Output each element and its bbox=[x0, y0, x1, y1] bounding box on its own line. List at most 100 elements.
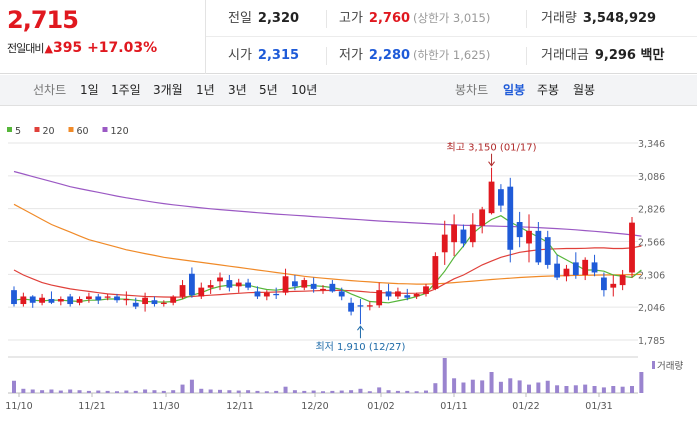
legend-label-20: 20 bbox=[43, 126, 55, 137]
change-label: 전일대비 bbox=[7, 42, 44, 55]
candle-body bbox=[170, 296, 177, 303]
stats-row-bottom: 시가 2,315 저가 2,280 (하한가 1,625) 거래대금 9,296 백만 bbox=[206, 37, 697, 74]
candle-body bbox=[460, 229, 467, 244]
high-marker-arrow-icon bbox=[488, 161, 495, 167]
candle-body bbox=[320, 288, 326, 291]
ma60-line bbox=[13, 203, 642, 285]
candle-body bbox=[273, 293, 280, 296]
stats-row-top: 전일 2,320 고가 2,760 (상한가 3,015) 거래량 3,548,929 bbox=[206, 0, 697, 37]
candle-body bbox=[366, 305, 373, 307]
candle-body bbox=[226, 280, 233, 288]
volume-bar bbox=[639, 372, 644, 393]
legend-swatch-120 bbox=[102, 127, 108, 132]
tab-1y[interactable]: 1년 bbox=[196, 83, 215, 97]
candle-body bbox=[282, 276, 289, 293]
volume-bar bbox=[77, 390, 82, 393]
candle-body bbox=[441, 234, 448, 253]
candle-body bbox=[132, 302, 139, 307]
candle-body bbox=[114, 296, 120, 301]
volume-bar bbox=[461, 382, 466, 393]
y-tick-label: 3,346 bbox=[638, 139, 665, 150]
volume-bar bbox=[498, 381, 503, 393]
candle-body bbox=[160, 302, 167, 305]
candle-body bbox=[301, 280, 308, 288]
candle-body bbox=[348, 302, 354, 312]
volume-bar bbox=[545, 380, 550, 393]
volume-bar bbox=[199, 388, 204, 393]
tab-daily[interactable]: 일봉 bbox=[503, 83, 526, 97]
volume-bar bbox=[12, 380, 16, 393]
volume-bar bbox=[611, 386, 616, 393]
candle-body bbox=[329, 283, 336, 292]
volume-bar bbox=[96, 390, 101, 393]
volume-bar bbox=[292, 390, 297, 393]
tab-1w[interactable]: 1주일 bbox=[111, 83, 141, 97]
tab-3m[interactable]: 3개월 bbox=[153, 83, 183, 97]
y-axis: 3,346 3,086 2,826 2,566 2,306 2,046 1,785 bbox=[638, 139, 665, 347]
candle-body bbox=[189, 273, 195, 296]
volume-bar bbox=[302, 390, 307, 393]
candle-body bbox=[413, 293, 420, 297]
tab-10y[interactable]: 10년 bbox=[291, 83, 318, 97]
volume-bar bbox=[358, 388, 363, 393]
candle-body bbox=[357, 305, 364, 307]
y-tick-label: 2,046 bbox=[638, 303, 665, 314]
candle-body bbox=[310, 283, 317, 289]
grid-lines bbox=[8, 142, 638, 394]
tab-monthly[interactable]: 월봉 bbox=[573, 83, 596, 97]
volume-bar bbox=[508, 378, 513, 393]
change-percent: +17.03% bbox=[87, 40, 158, 56]
candle-body bbox=[376, 290, 383, 306]
candle-body bbox=[76, 298, 83, 303]
volume-bar bbox=[395, 390, 400, 393]
tab-5y[interactable]: 5년 bbox=[259, 83, 278, 97]
volume-bar bbox=[133, 390, 138, 393]
candle-body bbox=[469, 224, 476, 243]
volume-bar bbox=[536, 382, 541, 393]
stat-low: 저가 2,280 (하한가 1,625) bbox=[339, 48, 491, 63]
volume-bar bbox=[527, 384, 531, 393]
volume-bar bbox=[592, 386, 597, 393]
y-tick-label: 2,566 bbox=[638, 238, 665, 249]
legend-label-120: 120 bbox=[111, 126, 129, 137]
volume-bar bbox=[143, 389, 148, 393]
tab-weekly[interactable]: 주봉 bbox=[537, 83, 560, 97]
volume-bar bbox=[246, 390, 251, 393]
candle-body bbox=[572, 262, 579, 276]
tab-3y[interactable]: 3년 bbox=[228, 83, 247, 97]
volume-bar bbox=[564, 386, 569, 393]
y-tick-label: 2,826 bbox=[638, 205, 665, 216]
candle-body bbox=[432, 256, 439, 289]
volume-bar bbox=[414, 391, 419, 393]
candles bbox=[11, 167, 635, 325]
volume-legend-label: 거래량 bbox=[657, 360, 683, 372]
candle-body bbox=[20, 296, 27, 305]
candle-body bbox=[254, 291, 261, 297]
period-tabs: 선차트 1일 1주일 3개월 1년 3년 5년 10년 봉차트 일봉 주봉 월봉 bbox=[0, 75, 697, 106]
volume-bar bbox=[40, 390, 45, 393]
legend-label-60: 60 bbox=[77, 126, 89, 137]
volume-bar bbox=[433, 383, 438, 393]
stat-prev-close: 전일 2,320 bbox=[228, 11, 300, 26]
up-arrow-icon: ▲ bbox=[44, 42, 53, 55]
legend-label-5: 5 bbox=[15, 126, 21, 137]
volume-bar bbox=[152, 390, 157, 393]
candle-body bbox=[507, 186, 514, 250]
candle-body bbox=[104, 296, 111, 298]
volume-bar bbox=[367, 391, 372, 393]
change-row: 전일대비▲395 +17.03% bbox=[7, 40, 157, 56]
volume-bar bbox=[321, 391, 325, 393]
candle-body bbox=[338, 291, 345, 297]
candle-body bbox=[245, 282, 251, 288]
legend-swatch-60 bbox=[68, 127, 74, 132]
candle-body bbox=[123, 298, 130, 301]
volume-bar bbox=[452, 378, 457, 393]
candle-body bbox=[86, 296, 92, 299]
candle-body bbox=[619, 275, 626, 286]
candle-body bbox=[563, 268, 570, 277]
tab-1d[interactable]: 1일 bbox=[80, 83, 99, 97]
legend-swatch-5 bbox=[7, 127, 12, 132]
volume-bar bbox=[405, 390, 410, 393]
candle-body bbox=[479, 209, 486, 226]
volume-bar bbox=[630, 386, 634, 393]
